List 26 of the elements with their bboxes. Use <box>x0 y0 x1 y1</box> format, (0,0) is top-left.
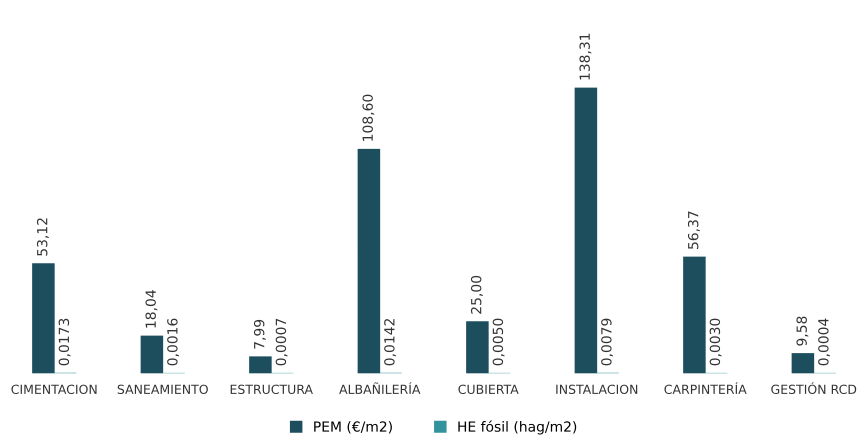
data-label: 56,37 <box>688 211 700 249</box>
data-label: 53,12 <box>36 218 49 256</box>
data-label: 138,31 <box>579 34 592 80</box>
x-tick-label: INSTALACION <box>556 384 638 394</box>
x-tick-label: ESTRUCTURA <box>230 384 313 394</box>
data-label: 0,0016 <box>167 318 180 366</box>
data-label: 0,0079 <box>601 318 614 366</box>
data-label: 7,99 <box>254 320 266 349</box>
data-label: 0,0142 <box>384 319 396 366</box>
x-tick-label: CIMENTACION <box>11 384 97 394</box>
data-label: 0,0173 <box>58 318 71 366</box>
data-label: 0,0050 <box>492 318 505 366</box>
data-label: 108,60 <box>362 94 374 141</box>
data-label: 0,0007 <box>276 318 288 366</box>
x-tick-label: GESTIÓN RCD <box>771 382 856 394</box>
x-tick-label: SANEAMIENTO <box>118 384 208 394</box>
data-label: 0,0030 <box>710 318 722 366</box>
data-label: 0,0004 <box>818 318 830 366</box>
data-label: 9,58 <box>796 316 808 346</box>
x-tick-label: CUBIERTA <box>458 384 519 394</box>
x-tick-label: ALBAÑILERÍA <box>339 382 420 394</box>
data-label: 18,04 <box>145 290 158 328</box>
data-label: 25,00 <box>470 276 483 314</box>
legend-label: HE fósil (hag/m2) <box>458 420 576 434</box>
x-tick-label: CARPINTERÍA <box>664 382 747 394</box>
legend-label: PEM (€/m2) <box>314 421 392 434</box>
